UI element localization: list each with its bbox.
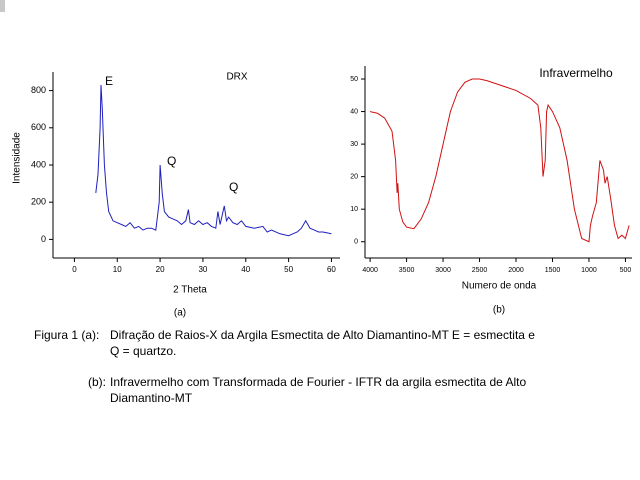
x-tick-label: 10 [113, 265, 122, 274]
x-tick-label: 4000 [362, 267, 378, 274]
x-tick-label: 40 [241, 265, 250, 274]
x-axis-label: Numero de onda [462, 281, 537, 292]
annotation: Q [167, 154, 176, 168]
caption-label: Figura 1 (a): [34, 328, 99, 342]
y-tick-label: 50 [350, 76, 358, 83]
x-tick-label: 3000 [435, 267, 451, 274]
x-tick-label: 1000 [581, 267, 597, 274]
y-tick-label: 0 [41, 234, 46, 244]
y-tick-label: 40 [350, 108, 358, 115]
x-tick-label: 500 [620, 267, 632, 274]
x-tick-label: 3500 [399, 267, 415, 274]
y-tick-label: 20 [350, 173, 358, 180]
corner-mark [0, 0, 5, 12]
x-tick-label: 60 [327, 265, 336, 274]
y-tick-label: 10 [350, 206, 358, 213]
x-tick-label: 50 [284, 265, 293, 274]
chart-title: Infravermelho [539, 66, 613, 80]
x-axis-label: 2 Theta [173, 285, 207, 296]
y-axis-label: Intensidade [12, 132, 23, 184]
y-tick-label: 0 [354, 239, 358, 246]
data-line [95, 84, 332, 237]
caption-label: (b): [88, 375, 106, 389]
y-tick-label: 400 [31, 159, 46, 169]
annotation: Q [229, 180, 238, 194]
caption-text: Q = quartzo. [110, 344, 176, 358]
caption-text: Diamantino-MT [110, 391, 193, 405]
x-tick-label: 2000 [508, 267, 524, 274]
chart-title: DRX [226, 72, 247, 83]
y-tick-label: 200 [31, 197, 46, 207]
x-tick-label: 20 [156, 265, 165, 274]
y-tick-label: 800 [31, 85, 46, 95]
x-tick-label: 1500 [545, 267, 561, 274]
x-tick-label: 0 [72, 265, 77, 274]
x-tick-label: 30 [198, 265, 207, 274]
x-tick-label: 2500 [472, 267, 488, 274]
data-line [369, 78, 630, 243]
caption-text: Difração de Raios-X da Argila Esmectita … [110, 328, 535, 342]
caption-text: Infravermelho com Transformada de Fourie… [110, 375, 526, 389]
y-tick-label: 600 [31, 122, 46, 132]
annotation: E [105, 74, 113, 88]
panel-label: (b) [493, 305, 505, 316]
y-tick-label: 30 [350, 141, 358, 148]
panel-label: (a) [174, 308, 186, 319]
